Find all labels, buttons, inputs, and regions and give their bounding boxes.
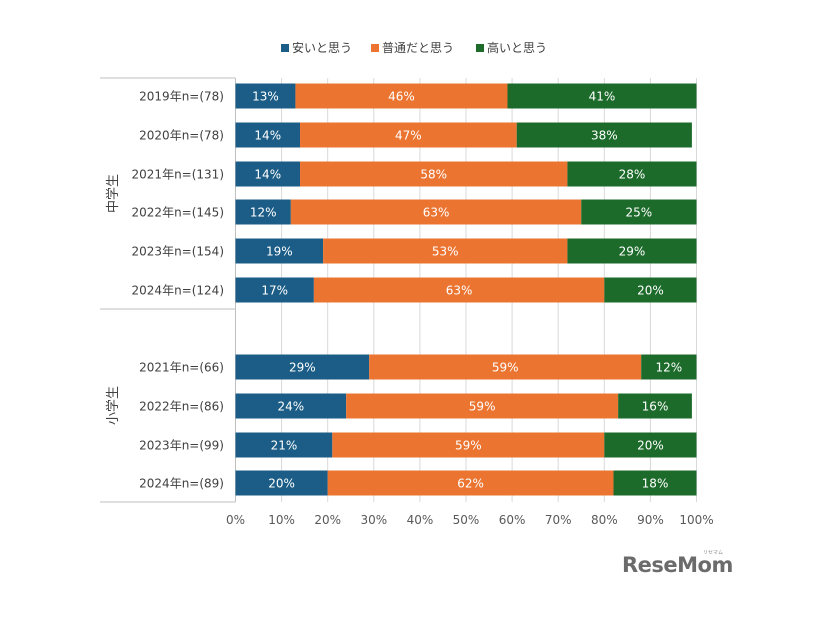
row-label: 2021年n=(66) [139,361,224,375]
x-tick-label: 10% [268,513,295,527]
bar-value-label: 41% [589,90,616,104]
bar-segment [567,161,697,187]
bar-value-label: 14% [254,168,281,182]
row-label: 2022年n=(145) [132,206,224,220]
row-label: 2021年n=(131) [132,168,224,182]
bars: 13% 46% 41% 14% 47% 38% 14% 58% 28% 12% 63% 25% 19% 5… [235,83,697,496]
row-label: 2019年n=(78) [139,90,224,104]
row-label: 2023年n=(99) [139,439,224,453]
resemom-logo-sub: リセマム [703,550,724,556]
row-labels: 2019年n=(78) 2020年n=(78) 2021年n=(131) 2022年n… [132,90,224,491]
x-tick-label: 20% [314,513,341,527]
bar-segment [235,199,291,225]
bar-segment [323,238,568,264]
bar-segment [235,238,324,264]
bar-segment [567,238,697,264]
bar-segment [507,83,697,109]
x-axis-ticks: 0% 10% 20% 30% 40% 50% 60% 70% 80% 90% 100% [226,513,714,527]
legend-label-2: 普通だと思う [382,41,454,55]
bar-segment [235,122,301,148]
group-label: 中学生 [105,174,121,213]
bar-segment [641,354,697,380]
x-tick-label: 60% [499,513,526,527]
bar-value-label: 47% [395,129,422,143]
bar-value-label: 21% [271,439,298,453]
bar-segment [332,432,605,458]
bar-value-label: 17% [261,284,288,298]
bar-value-label: 59% [469,400,496,414]
x-tick-label: 50% [453,513,480,527]
bar-value-label: 46% [388,90,415,104]
bar-segment [235,83,296,109]
bar-value-label: 62% [457,477,484,491]
legend-label-3: 高いと思う [487,40,547,55]
bar-value-label: 20% [637,439,664,453]
bar-value-label: 20% [268,477,295,491]
bar-segment [235,393,347,419]
bar-segment [604,432,697,458]
x-tick-label: 70% [545,513,572,527]
bar-value-label: 19% [266,245,293,259]
bar-value-label: 28% [619,168,646,182]
legend-swatch-3 [476,44,484,52]
bar-segment [327,470,614,496]
bar-segment [516,122,692,148]
bar-value-label: 12% [656,361,683,375]
bar-value-label: 16% [642,400,669,414]
bar-segment [235,161,301,187]
bar-segment [235,277,314,303]
bar-value-label: 29% [289,361,316,375]
bar-value-label: 63% [423,206,450,220]
x-tick-label: 80% [591,513,618,527]
bar-segment [235,470,328,496]
bar-value-label: 59% [455,439,482,453]
legend-label-1: 安いと思う [292,40,352,55]
bar-value-label: 59% [492,361,519,375]
bar-value-label: 24% [277,400,304,414]
bar-value-label: 13% [252,90,279,104]
bar-segment [235,354,370,380]
row-label: 2020年n=(78) [139,129,224,143]
bar-value-label: 53% [432,245,459,259]
x-tick-label: 30% [360,513,387,527]
bar-value-label: 12% [250,206,277,220]
bar-segment [300,122,517,148]
bar-value-label: 29% [619,245,646,259]
bar-value-label: 63% [446,284,473,298]
bar-value-label: 25% [626,206,653,220]
bar-segment [346,393,619,419]
x-tick-label: 40% [407,513,434,527]
legend-swatch-2 [371,44,379,52]
bar-segment [300,161,568,187]
x-tick-label: 90% [637,513,664,527]
row-label: 2024年n=(89) [139,477,224,491]
bar-segment [290,199,582,225]
legend-swatch-1 [281,44,289,52]
bar-segment [581,199,697,225]
resemom-logo: ReseMom [622,553,733,577]
bar-value-label: 38% [591,129,618,143]
legend: 安いと思う 普通だと思う 高いと思う [281,40,547,55]
row-label: 2023年n=(154) [132,245,224,259]
x-tick-label: 0% [226,513,245,527]
bar-segment [295,83,508,109]
bar-value-label: 58% [420,168,447,182]
bar-value-label: 14% [254,129,281,143]
row-label: 2022年n=(86) [139,400,224,414]
bar-segment [235,432,333,458]
bar-segment [613,470,697,496]
bar-segment [604,277,697,303]
bar-segment [313,277,605,303]
bar-segment [369,354,642,380]
bar-segment [618,393,692,419]
x-tick-label: 100% [679,513,713,527]
group-label: 小学生 [105,386,121,425]
bar-value-label: 18% [642,477,669,491]
bar-value-label: 20% [637,284,664,298]
row-label: 2024年n=(124) [132,284,224,298]
